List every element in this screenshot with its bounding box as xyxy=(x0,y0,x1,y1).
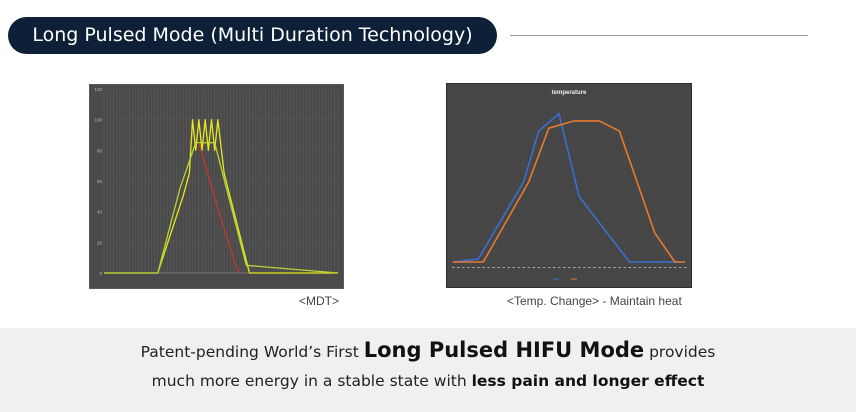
x-tick-mark xyxy=(507,267,510,268)
x-tick-mark xyxy=(477,267,480,268)
tagline-pre: Patent-pending World’s First xyxy=(140,343,364,361)
tagline-line2-pre: much more energy in a stable state with xyxy=(151,372,472,390)
y-tick-label: 100 xyxy=(94,118,102,123)
x-tick-mark xyxy=(643,267,647,268)
x-tick-mark xyxy=(593,267,596,268)
tagline-line-2: much more energy in a stable state with … xyxy=(0,372,856,390)
title-divider xyxy=(510,35,808,36)
x-tick-mark xyxy=(678,267,682,268)
x-tick-mark xyxy=(452,267,455,268)
x-tick-mark xyxy=(608,267,611,268)
x-tick-mark xyxy=(633,267,637,268)
x-tick-mark xyxy=(467,267,470,268)
x-tick-mark xyxy=(613,267,616,268)
temperature-chart-plot: temperature xyxy=(452,90,687,280)
x-tick-mark xyxy=(502,267,505,268)
temperature-chart: temperature xyxy=(446,83,692,288)
tagline-line2-highlight: less pain and longer effect xyxy=(471,372,705,390)
x-tick-mark xyxy=(557,267,561,268)
y-tick-label: 80 xyxy=(97,148,103,153)
x-tick-mark xyxy=(638,267,642,268)
y-tick-label: 20 xyxy=(97,240,103,245)
x-tick-mark xyxy=(542,267,546,268)
x-tick-mark xyxy=(588,267,591,268)
x-tick-mark xyxy=(492,267,495,268)
x-tick-mark xyxy=(673,267,677,268)
x-tick-mark xyxy=(462,267,465,268)
mdt-caption: <MDT> xyxy=(299,294,340,308)
tagline-line-1: Patent-pending World’s First Long Pulsed… xyxy=(0,338,856,362)
x-tick-mark xyxy=(648,267,652,268)
x-tick-mark xyxy=(547,267,551,268)
tagline-highlight: Long Pulsed HIFU Mode xyxy=(363,338,645,362)
y-tick-label: 0 xyxy=(99,271,102,276)
x-tick-mark xyxy=(532,267,536,268)
series-line-orange xyxy=(453,120,685,263)
mdt-chart: 0 20 40 60 80 100 120 xyxy=(89,84,344,289)
x-tick-mark xyxy=(618,267,621,268)
x-tick-mark xyxy=(573,267,576,268)
section-title: Long Pulsed Mode (Multi Duration Technol… xyxy=(8,17,497,54)
x-tick-mark xyxy=(603,267,606,268)
x-tick-mark xyxy=(668,267,672,268)
x-tick-mark xyxy=(658,267,662,268)
x-tick-mark xyxy=(497,267,500,268)
series-line-blue xyxy=(452,112,685,263)
series-line-green xyxy=(104,142,339,274)
series-line-yellow xyxy=(104,119,338,274)
y-tick-label: 60 xyxy=(97,179,103,184)
temperature-caption: <Temp. Change> - Maintain heat xyxy=(507,294,682,308)
x-tick-mark xyxy=(517,267,521,268)
x-tick-mark xyxy=(583,267,586,268)
tagline-post: provides xyxy=(644,343,716,361)
x-tick-mark xyxy=(522,267,526,268)
series-line-red xyxy=(198,142,241,274)
x-tick-mark xyxy=(472,267,475,268)
y-tick-label: 120 xyxy=(94,87,102,92)
x-tick-mark xyxy=(482,267,485,268)
x-tick-mark xyxy=(598,267,601,268)
x-tick-mark xyxy=(527,267,531,268)
x-tick-mark xyxy=(568,267,571,268)
x-tick-mark xyxy=(578,267,581,268)
x-tick-mark xyxy=(653,267,657,268)
x-tick-mark xyxy=(663,267,667,268)
x-tick-mark xyxy=(537,267,541,268)
x-tick-mark xyxy=(628,267,632,268)
chart-title: temperature xyxy=(552,90,587,96)
x-tick-mark xyxy=(487,267,490,268)
mdt-chart-plot: 0 20 40 60 80 100 120 xyxy=(94,87,339,276)
x-tick-mark xyxy=(684,267,687,268)
y-tick-label: 40 xyxy=(97,210,103,215)
x-tick-mark xyxy=(562,267,566,268)
x-tick-mark xyxy=(512,267,516,268)
x-tick-mark xyxy=(623,267,626,268)
x-tick-mark xyxy=(457,267,460,268)
x-tick-mark xyxy=(552,267,556,268)
tagline-band xyxy=(0,328,856,412)
